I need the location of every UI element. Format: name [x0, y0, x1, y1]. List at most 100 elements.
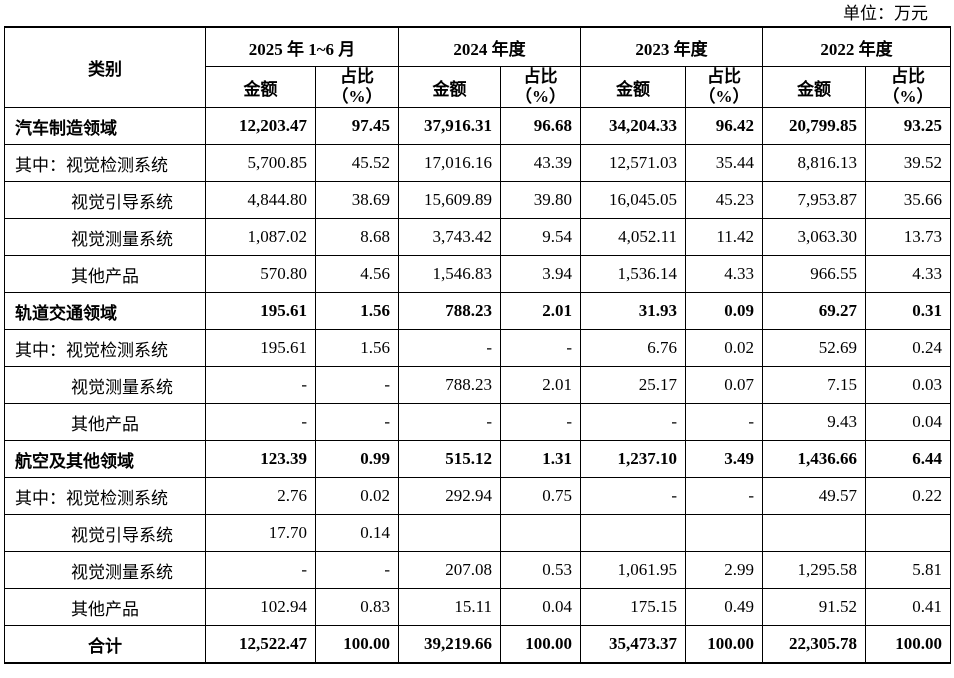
table-cell: 1,237.10 — [580, 440, 686, 478]
table-cell: - — [398, 329, 501, 367]
header-text: 占比（%） — [331, 67, 383, 106]
table-cell: - — [580, 403, 686, 441]
table-cell: 0.02 — [685, 329, 763, 367]
table-cell: 1,536.14 — [580, 255, 686, 293]
table-cell: 93.25 — [865, 107, 951, 145]
table-cell: 3.94 — [500, 255, 581, 293]
header-text: 占比（%） — [698, 67, 750, 106]
table-cell: 20,799.85 — [762, 107, 866, 145]
header-cell: 金额 — [580, 66, 686, 108]
table-cell: 0.04 — [865, 403, 951, 441]
table-cell: 4,052.11 — [580, 218, 686, 256]
table-cell: 39.52 — [865, 144, 951, 182]
table-cell: 2.76 — [205, 477, 316, 515]
table-cell: 35.44 — [685, 144, 763, 182]
table-cell: 96.42 — [685, 107, 763, 145]
table-cell — [865, 514, 951, 552]
table-row: 其他产品 - - - - - -9.43 0.04 — [4, 403, 951, 441]
table-cell: 8,816.13 — [762, 144, 866, 182]
row-label: 其他产品 — [4, 588, 206, 626]
table-cell: - — [685, 477, 763, 515]
table-cell: 1,546.83 — [398, 255, 501, 293]
table-cell: 9.43 — [762, 403, 866, 441]
table-cell: 1,087.02 — [205, 218, 316, 256]
table-cell: 0.24 — [865, 329, 951, 367]
table-cell: 15,609.89 — [398, 181, 501, 219]
table-row: 其中：视觉检测系统 2.76 0.02 292.94 0.75- -49.57 0.22 — [4, 477, 951, 515]
table-cell: 4.56 — [315, 255, 399, 293]
header-cell: 金额 — [762, 66, 866, 108]
table-cell: 8.68 — [315, 218, 399, 256]
table-cell: 9.54 — [500, 218, 581, 256]
row-label: 视觉引导系统 — [4, 181, 206, 219]
row-label: 航空及其他领域 — [4, 440, 206, 478]
table-cell: 100.00 — [685, 625, 763, 664]
table-cell: - — [205, 551, 316, 589]
table-cell: 100.00 — [865, 625, 951, 664]
table-cell: 175.15 — [580, 588, 686, 626]
table-cell: 2.99 — [685, 551, 763, 589]
header-text: 占比（%） — [515, 67, 566, 106]
table-cell: 35.66 — [865, 181, 951, 219]
table-row: 轨道交通领域 195.61 1.56 788.23 2.01 31.93 0.09 69.27… — [4, 292, 951, 330]
header-row: 类别 2025 年 1~6 月 2024 年度 2023 年度 2022 年度 — [4, 26, 951, 108]
table-cell: 2.01 — [500, 292, 581, 330]
table-row: 视觉引导系统 4,844.80 38.69 15,609.89 39.80 16,045.… — [4, 181, 951, 219]
table-row: 航空及其他领域 123.39 0.99 515.12 1.31 1,237.10 3.49 1… — [4, 440, 951, 478]
table-row: 其他产品 102.94 0.83 15.11 0.04 175.15 0.49 91.52 0.… — [4, 588, 951, 626]
header-cell: 占比（%） — [865, 66, 951, 108]
table-cell: - — [500, 329, 581, 367]
table-cell: 39.80 — [500, 181, 581, 219]
table-cell: 96.68 — [500, 107, 581, 145]
header-cell: 占比（%） — [500, 66, 581, 108]
table-cell: 12,203.47 — [205, 107, 316, 145]
table-cell: 3.49 — [685, 440, 763, 478]
table-cell — [685, 514, 763, 552]
table-cell: 6.76 — [580, 329, 686, 367]
table-cell: - — [205, 403, 316, 441]
table-cell: 5.81 — [865, 551, 951, 589]
table-cell: 3,743.42 — [398, 218, 501, 256]
table-cell: 7,953.87 — [762, 181, 866, 219]
table-cell — [398, 514, 501, 552]
header-cell: 占比（%） — [685, 66, 763, 108]
row-label: 其中：视觉检测系统 — [4, 329, 206, 367]
row-label: 其他产品 — [4, 403, 206, 441]
table-cell: 38.69 — [315, 181, 399, 219]
row-label: 汽车制造领域 — [4, 107, 206, 145]
table-cell: 515.12 — [398, 440, 501, 478]
row-label: 轨道交通领域 — [4, 292, 206, 330]
header-cell: 类别 — [4, 26, 206, 108]
header-cell: 金额 — [205, 66, 316, 108]
header-cell: 2025 年 1~6 月 — [205, 26, 399, 67]
table-cell — [762, 514, 866, 552]
table-cell: 100.00 — [500, 625, 581, 664]
row-label: 视觉引导系统 — [4, 514, 206, 552]
table-cell: 0.31 — [865, 292, 951, 330]
table-cell: 37,916.31 — [398, 107, 501, 145]
table-row: 视觉引导系统 17.70 0.14 — [4, 514, 951, 552]
table-cell: 45.23 — [685, 181, 763, 219]
table-cell: 25.17 — [580, 366, 686, 404]
table-cell: 52.69 — [762, 329, 866, 367]
table-cell: - — [315, 366, 399, 404]
table-cell: 3,063.30 — [762, 218, 866, 256]
header-cell: 占比（%） — [315, 66, 399, 108]
table-cell: 12,522.47 — [205, 625, 316, 664]
table-cell: 22,305.78 — [762, 625, 866, 664]
table-cell: 0.07 — [685, 366, 763, 404]
row-label: 视觉测量系统 — [4, 366, 206, 404]
table-cell: 1.31 — [500, 440, 581, 478]
table-row: 合计 12,522.47 100.00 39,219.66 100.00 35,473.3… — [4, 625, 951, 664]
table-cell: 17.70 — [205, 514, 316, 552]
table-cell: 45.52 — [315, 144, 399, 182]
table-cell: 788.23 — [398, 366, 501, 404]
table-cell: 788.23 — [398, 292, 501, 330]
row-label: 其中：视觉检测系统 — [4, 144, 206, 182]
table-row: 其他产品 570.80 4.56 1,546.83 3.94 1,536.14 4.33 96… — [4, 255, 951, 293]
table-cell: 0.04 — [500, 588, 581, 626]
table-cell: 1.56 — [315, 292, 399, 330]
table-row: 其中：视觉检测系统 5,700.85 45.52 17,016.16 43.39 12,5… — [4, 144, 951, 182]
table-cell: - — [398, 403, 501, 441]
table-cell: 0.22 — [865, 477, 951, 515]
